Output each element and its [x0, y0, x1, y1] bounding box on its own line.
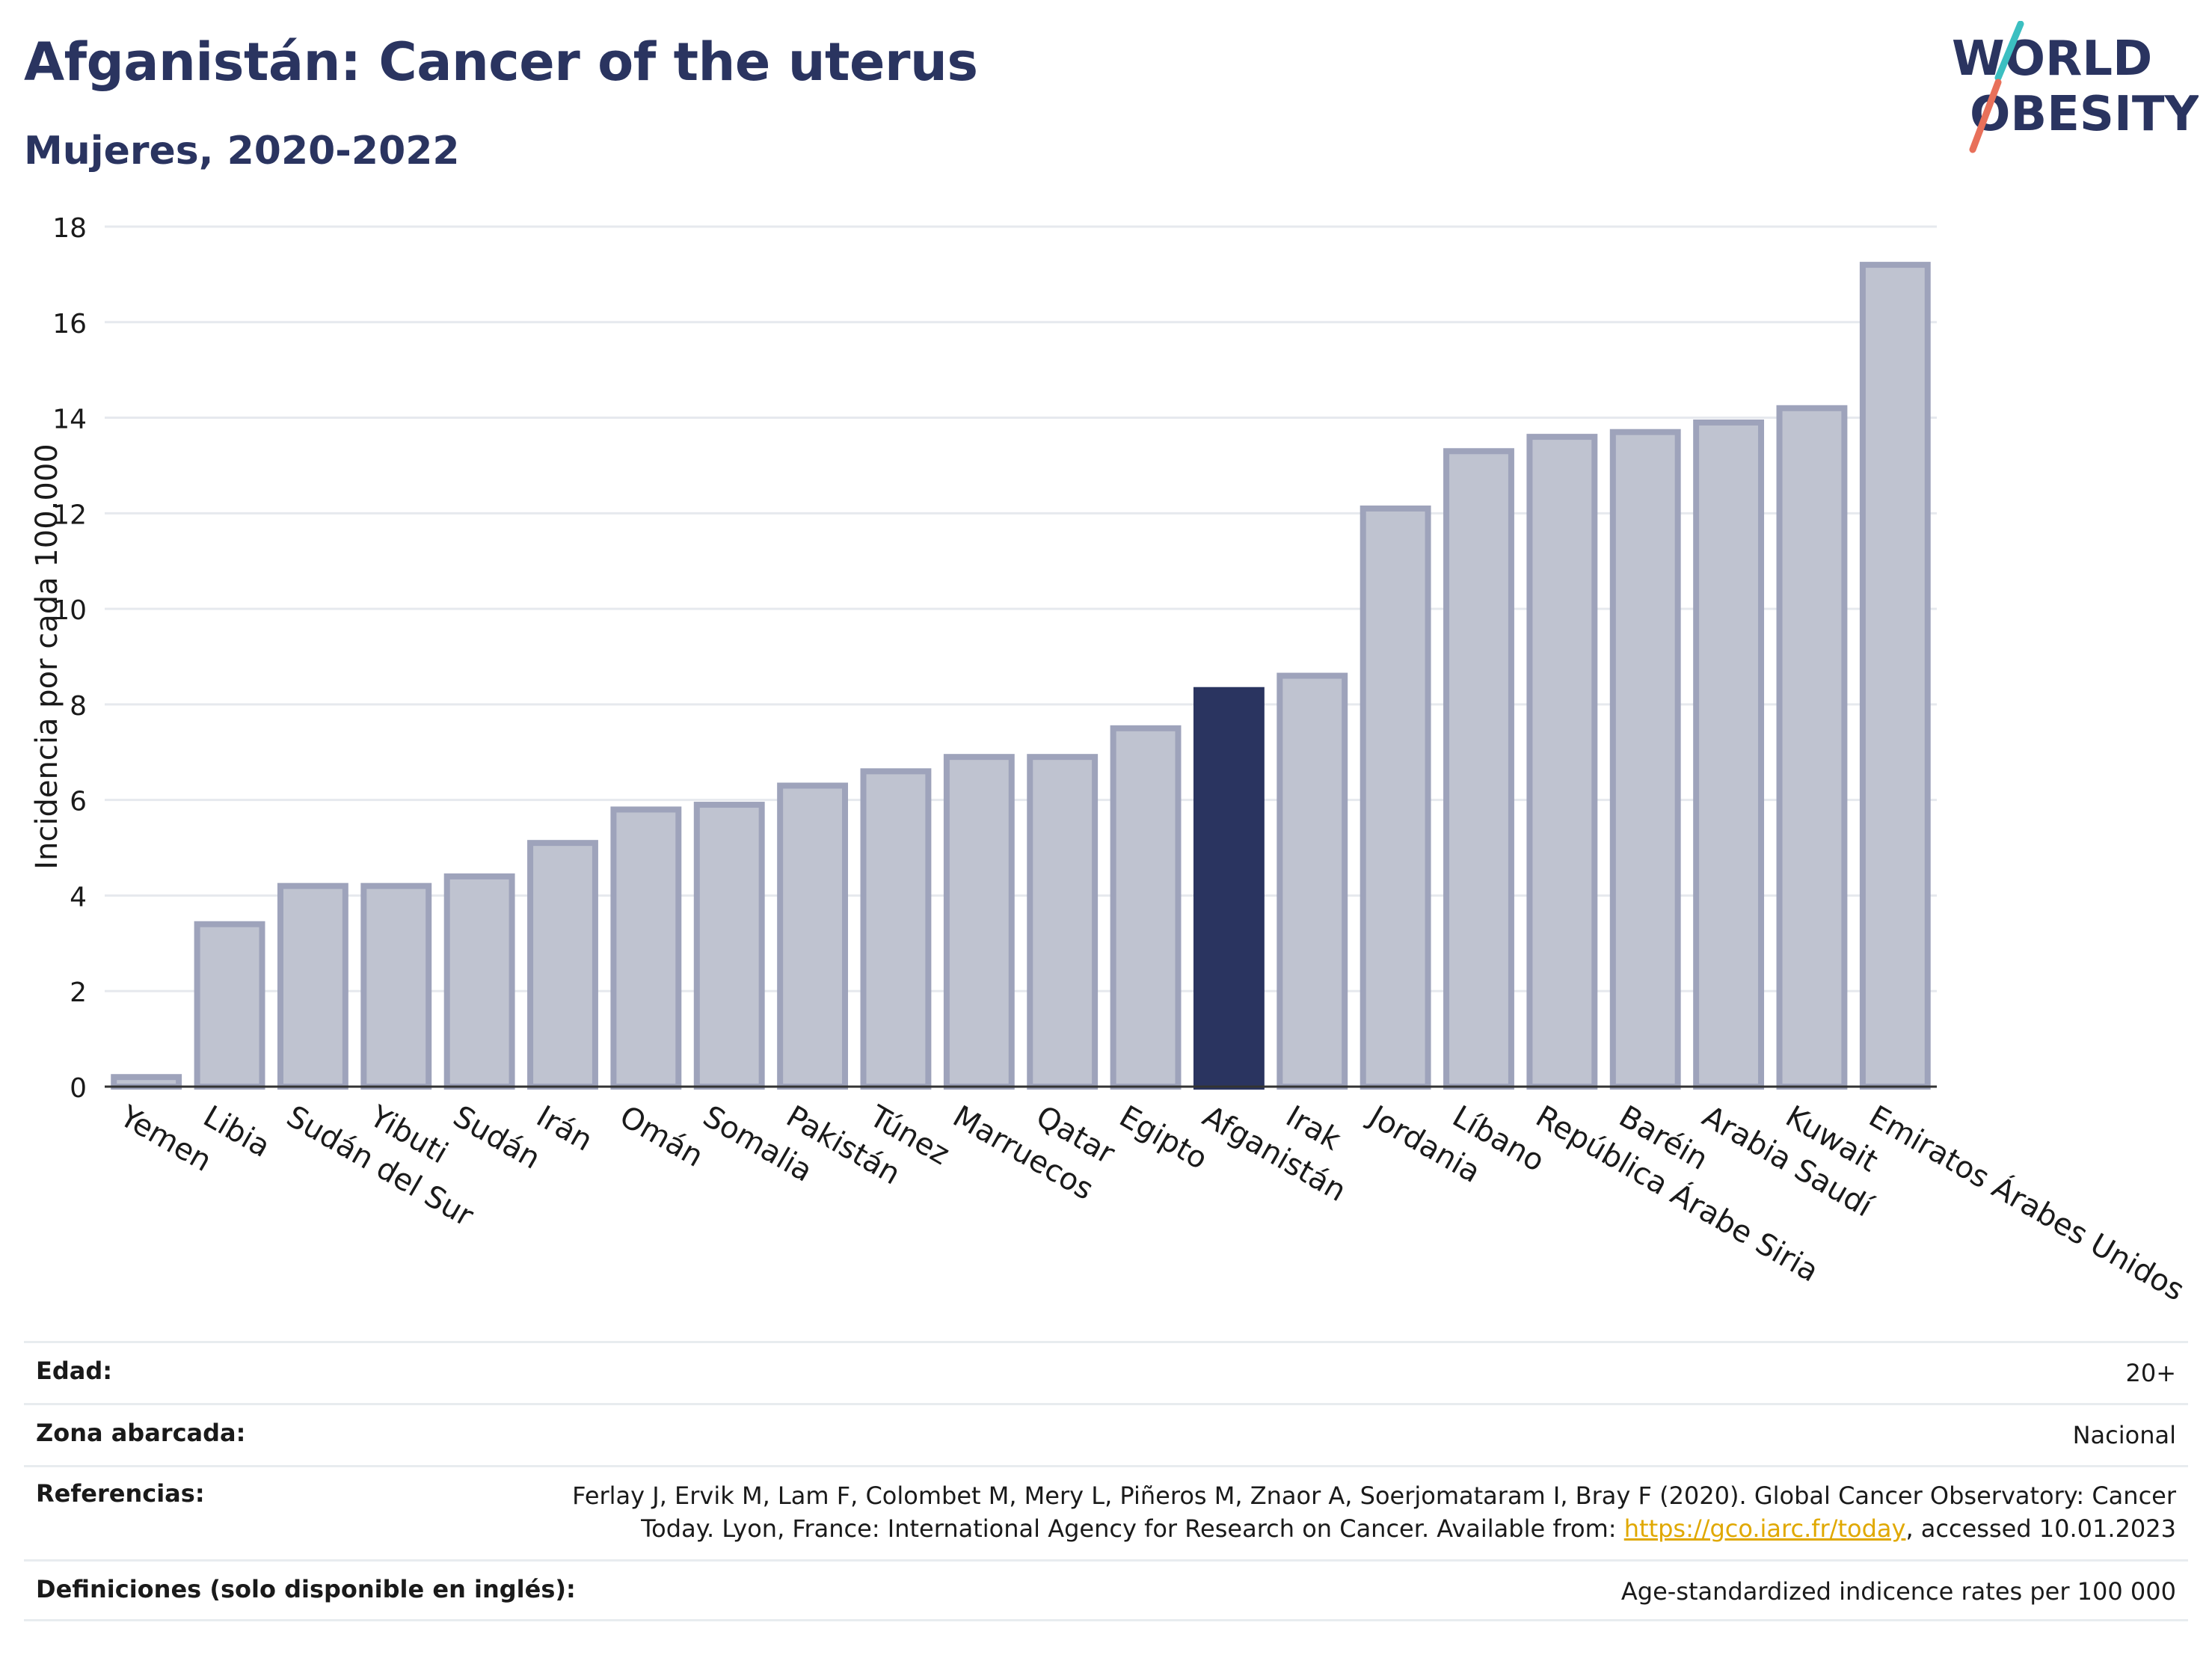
info-row-age: Edad: 20+: [24, 1341, 2188, 1403]
y-tick-label: 16: [52, 309, 87, 340]
bar-yibuti: [360, 882, 432, 1090]
bar-afganistan: [1193, 687, 1265, 1090]
bar-kuwait: [1776, 405, 1848, 1090]
y-tick-label: 2: [70, 977, 87, 1008]
info-row-references: Referencias: Ferlay J, Ervik M, Lam F, C…: [24, 1465, 2188, 1559]
bar-pakistan: [777, 782, 849, 1090]
y-tick-label: 12: [52, 500, 87, 530]
area-value: Nacional: [2072, 1421, 2176, 1449]
y-tick-label: 0: [70, 1073, 87, 1104]
bar-barein: [1609, 429, 1681, 1090]
bars: [111, 262, 1931, 1090]
references-label: Referencias:: [36, 1479, 205, 1508]
bar-libano: [1443, 448, 1514, 1090]
y-axis-label: Incidencia por cada 100.000: [30, 443, 64, 870]
bar-oman: [610, 806, 682, 1090]
chart-subtitle: Mujeres, 2020-2022: [24, 129, 460, 174]
y-tick-label: 10: [52, 595, 87, 626]
x-tick-label: Emiratos Árabes Unidos: [1863, 1098, 2190, 1308]
y-axis-ticks: 0 2 4 6 8 10 12 14 16 18: [52, 213, 87, 1104]
references-text: Today. Lyon, France: International Agenc…: [641, 1514, 1624, 1543]
references-value: Ferlay J, Ervik M, Lam F, Colombet M, Me…: [572, 1479, 2176, 1545]
info-row-definitions: Definiciones (solo disponible en inglés)…: [24, 1559, 2188, 1621]
logo-slash-top: [1994, 21, 2024, 82]
bar-sudan: [443, 873, 515, 1090]
x-tick-label: Yemen: [114, 1099, 218, 1179]
y-tick-label: 18: [52, 213, 87, 244]
x-tick-label: Sudán: [447, 1099, 546, 1176]
references-link[interactable]: https://gco.iarc.fr/today: [1623, 1514, 1906, 1543]
y-tick-label: 6: [70, 787, 87, 817]
x-tick-label: Egipto: [1113, 1099, 1213, 1177]
references-line-2: Today. Lyon, France: International Agenc…: [572, 1512, 2176, 1545]
definitions-value: Age-standardized indicence rates per 100…: [1620, 1577, 2176, 1606]
bar-republica-arabe-siria: [1526, 434, 1598, 1090]
y-tick-label: 14: [52, 405, 87, 435]
y-tick-label: 8: [70, 691, 87, 722]
bar-emiratos-arabes-unidos: [1859, 262, 1931, 1090]
logo-word-obesity: OBESITY: [1970, 87, 2199, 142]
area-label: Zona abarcada:: [36, 1419, 246, 1447]
age-label: Edad:: [36, 1357, 113, 1385]
bar-marruecos: [943, 754, 1015, 1090]
chart-title: Afganistán: Cancer of the uterus: [24, 31, 978, 93]
bar-irak: [1276, 672, 1348, 1090]
bar-libia: [194, 921, 265, 1090]
bar-iran: [527, 840, 598, 1090]
logo-slash-bottom: [1969, 79, 2002, 153]
logo-word-world: WORLD: [1952, 31, 2152, 87]
bar-yemen: [111, 1074, 182, 1090]
bar-sudan-del-sur: [277, 882, 348, 1090]
y-tick-label: 4: [70, 882, 87, 912]
bar-qatar: [1027, 754, 1099, 1090]
bar-arabia-saudi: [1693, 419, 1765, 1090]
bar-somalia: [693, 802, 765, 1090]
info-table: Edad: 20+ Zona abarcada: Nacional Refere…: [24, 1341, 2188, 1621]
references-line-1: Ferlay J, Ervik M, Lam F, Colombet M, Me…: [572, 1481, 2176, 1510]
bar-egipto: [1110, 725, 1182, 1090]
references-accessed: , accessed 10.01.2023: [1905, 1514, 2176, 1543]
age-value: 20+: [2125, 1359, 2176, 1387]
bar-tunez: [860, 768, 932, 1090]
definitions-label: Definiciones (solo disponible en inglés)…: [36, 1575, 576, 1603]
info-row-area: Zona abarcada: Nacional: [24, 1403, 2188, 1465]
bar-jordania: [1360, 505, 1431, 1090]
world-obesity-logo: WORLD OBESITY: [1952, 21, 2199, 153]
x-tick-label: Omán: [614, 1099, 709, 1174]
